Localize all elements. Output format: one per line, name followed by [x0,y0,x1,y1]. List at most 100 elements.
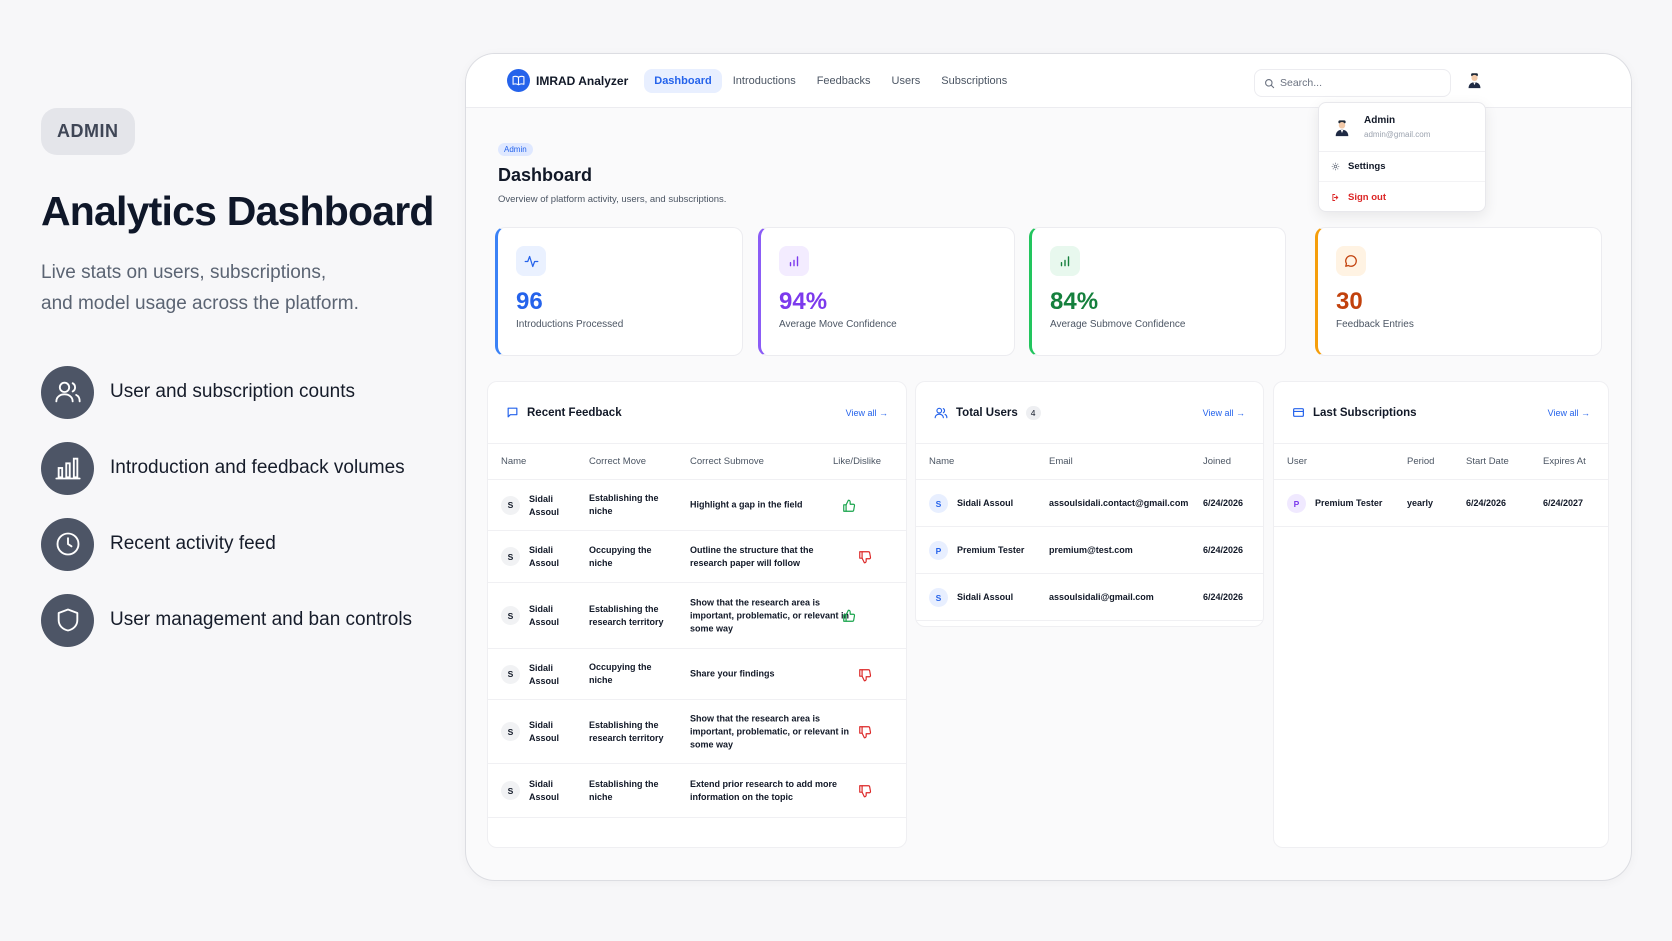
start-date: 6/24/2026 [1466,498,1507,508]
logout-icon [1332,193,1339,201]
settings-menu-item[interactable]: Settings [1319,152,1485,182]
feature-label: Recent activity feed [110,533,276,554]
table-row: S Sidali Assoul Establishing the niche High… [488,480,906,531]
tab-users[interactable]: Users [891,74,921,87]
thumbs-down-icon[interactable] [858,550,872,566]
message-square-icon [507,407,518,418]
user-initial-avatar: P [1287,494,1306,513]
stat-card-introductions: 96 Introductions Processed [495,227,743,356]
column-header: Period [1407,456,1435,467]
thumbs-up-icon[interactable] [842,499,856,515]
top-nav: IMRAD Analyzer Dashboard Introductions F… [466,54,1631,108]
correct-move: Occupying the niche [589,544,652,568]
column-header: User [1287,456,1308,467]
activity-icon [516,246,546,276]
user-initial-avatar: S [929,588,948,607]
user-initial-avatar: S [501,664,520,684]
avatar[interactable] [1466,72,1483,89]
count-badge: 4 [1025,405,1041,420]
tab-dashboard[interactable]: Dashboard [644,68,722,93]
user-menu-dropdown: Admin admin@gmail.com Settings Sign out [1318,102,1486,212]
correct-submove: Outline the structure that the research … [690,544,814,568]
last-subscriptions-card: Last Subscriptions View all → User Perio… [1273,381,1609,848]
feature-item: Introduction and feedback volumes [41,441,441,495]
user-name: Sidali Assoul [529,720,560,743]
view-all-link[interactable]: View all → [845,408,888,418]
table-row: S Sidali Assoul Occupying the niche Outline… [488,531,906,583]
feature-label: User and subscription counts [110,381,356,402]
feedback-rows: S Sidali Assoul Establishing the niche High… [488,480,906,818]
bar-chart-icon [41,441,94,495]
user-menu-email: admin@gmail.com [1364,130,1431,139]
column-header: Joined [1203,456,1231,467]
role-badge: ADMIN [41,108,135,155]
column-header: Correct Move [589,456,647,467]
stat-label: Average Move Confidence [779,319,897,330]
user-email: assoulsidali.contact@gmail.com [1049,498,1189,508]
joined-date: 6/24/2026 [1203,545,1244,555]
total-users-card: Total Users 4 View all → Name Email Join… [915,381,1264,627]
user-initial-avatar: S [501,547,520,566]
user-name: Premium Tester [957,545,1025,555]
user-initial-avatar: S [501,722,520,741]
clock-icon [41,517,94,571]
view-all-link[interactable]: View all → [1202,408,1245,418]
stat-value: 94% [779,288,828,315]
column-header: Correct Submove [690,456,764,467]
user-name: Sidali Assoul [957,592,1014,602]
tab-subscriptions[interactable]: Subscriptions [941,74,1008,87]
user-name: Sidali Assoul [529,545,560,568]
table-row[interactable]: S Sidali Assoul assoulsidali.contact@gmail… [916,480,1263,527]
user-initial-avatar: S [501,495,520,515]
user-name: Sidali Assoul [529,662,560,686]
admin-badge: Admin [498,143,533,156]
search-input[interactable]: Search... [1254,69,1451,97]
feature-item: User and subscription counts [41,365,441,419]
book-icon[interactable] [507,69,530,92]
stat-label: Feedback Entries [1336,319,1414,330]
thumbs-down-icon[interactable] [858,784,872,800]
table-row[interactable]: P Premium Tester yearly 6/24/2026 6/24/2027 [1274,480,1608,527]
stat-value: 84% [1050,288,1099,315]
signout-menu-item[interactable]: Sign out [1319,182,1485,212]
user-name: Sidali Assoul [529,604,560,627]
column-header: Expires At [1543,456,1586,467]
thumbs-down-icon[interactable] [858,725,872,741]
brand-name[interactable]: IMRAD Analyzer [536,73,629,88]
user-name: Sidali Assoul [957,498,1014,508]
table-row[interactable]: S Sidali Assoul assoulsidali@gmail.com 6/24… [916,574,1263,621]
correct-submove: Highlight a gap in the field [690,499,803,510]
expires-date: 6/24/2027 [1543,498,1584,508]
user-menu-name: Admin [1364,115,1396,126]
stat-card-submove-confidence: 84% Average Submove Confidence [1029,227,1286,356]
correct-submove: Share your findings [690,668,775,679]
table-row: S Sidali Assoul Establishing the research … [488,583,906,649]
card-title: Last Subscriptions [1313,406,1417,419]
card-header: Recent Feedback View all → [488,382,906,444]
card-title: Total Users [956,406,1018,419]
joined-date: 6/24/2026 [1203,592,1244,602]
credit-card-icon [1293,408,1304,417]
page-title: Dashboard [498,165,593,185]
view-all-link[interactable]: View all → [1547,408,1590,418]
thumbs-up-icon[interactable] [842,609,856,625]
subscriber-name: Premium Tester [1315,498,1383,508]
signout-label: Sign out [1348,191,1386,203]
bar-chart-icon [1050,246,1080,276]
tab-feedbacks[interactable]: Feedbacks [816,74,871,87]
app-window: IMRAD Analyzer Dashboard Introductions F… [465,53,1632,881]
table-row: S Sidali Assoul Occupying the niche Share y… [488,649,906,700]
stat-card-feedback: 30 Feedback Entries [1315,227,1602,356]
stat-label: Average Submove Confidence [1050,319,1186,330]
users-icon [934,407,948,418]
thumbs-down-icon[interactable] [858,668,872,684]
table-row[interactable]: P Premium Tester premium@test.com 6/24/2026 [916,527,1263,574]
table-row: S Sidali Assoul Establishing the niche Exte… [488,764,906,818]
bar-chart-icon [779,246,809,276]
user-rows: S Sidali Assoul assoulsidali.contact@gmail… [916,480,1263,621]
stat-value: 96 [516,288,543,315]
page-header: Admin Dashboard Overview of platform act… [498,139,726,205]
hero-subtitle: Live stats on users, subscriptions, and … [41,257,441,319]
user-initial-avatar: S [929,494,948,513]
tab-introductions[interactable]: Introductions [732,74,796,87]
